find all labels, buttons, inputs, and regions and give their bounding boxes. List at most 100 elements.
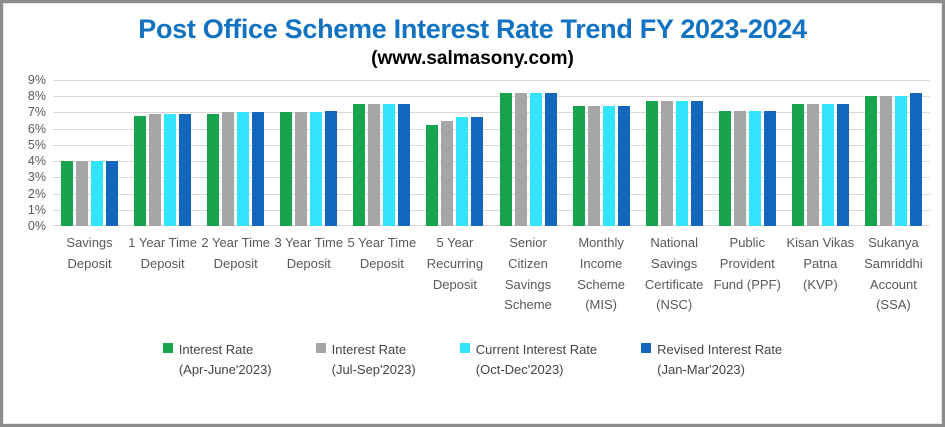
bar [164, 114, 177, 226]
bar [252, 112, 265, 226]
y-tick-label: 9% [27, 73, 46, 87]
bar-groups [53, 80, 930, 226]
x-category-label: Senior Citizen Savings Scheme [504, 235, 552, 313]
bar-group [126, 80, 199, 226]
y-tick-label: 5% [27, 137, 46, 152]
x-axis: Savings Deposit 1 Year Time Deposit 2 Year… [53, 233, 930, 316]
bar [91, 161, 104, 226]
bar [748, 110, 761, 226]
bar [134, 115, 147, 226]
bar [894, 96, 907, 226]
x-category-label: Monthly Income Scheme (MIS) [577, 235, 625, 313]
y-tick-label: 6% [27, 121, 46, 136]
bar [529, 92, 542, 226]
bar [426, 125, 439, 226]
bar [471, 117, 484, 226]
gridline [53, 128, 930, 130]
bar-chart: 0% 1% 2% 3% 4% 5% 6% 7% 8% 9% Savings Deposit 1 Ye… [19, 73, 930, 316]
bar [660, 101, 673, 226]
legend-item: Interest Rate (Apr-June'2023) [162, 340, 272, 380]
bar [718, 110, 731, 226]
legend-item: Revised Interest Rate (Jan-Mar'2023) [641, 340, 782, 380]
bar [690, 101, 703, 226]
legend-item: Current Interest Rate (Oct-Dec'2023) [459, 340, 598, 380]
bar-group [784, 80, 857, 226]
y-tick-label: 2% [27, 186, 46, 201]
bar [295, 112, 308, 226]
x-category-label: 5 Year Time Deposit [347, 235, 417, 271]
legend: Interest Rate (Apr-June'2023) Interest Rat… [3, 340, 942, 380]
x-category-label: National Savings Certificate (NSC) [644, 235, 704, 313]
bar [441, 120, 454, 226]
bar [280, 112, 293, 226]
x-category-label: Kisan Vikas Patna (KVP) [786, 235, 855, 292]
bar [149, 114, 162, 226]
bar [368, 104, 381, 226]
bar [106, 161, 119, 226]
legend-label: Revised Interest Rate (Jan-Mar'2023) [657, 342, 783, 378]
y-tick-label: 8% [27, 89, 46, 104]
bar [836, 104, 849, 226]
bar [602, 105, 615, 226]
legend-swatch-icon [641, 343, 652, 354]
bar [237, 112, 250, 226]
bar [456, 117, 469, 226]
bar [544, 92, 557, 226]
legend-swatch-icon [315, 343, 326, 354]
bar [499, 92, 512, 226]
x-category-label: 5 Year Recurring Deposit [426, 235, 484, 292]
bar-group [199, 80, 272, 226]
y-tick-label: 7% [27, 105, 46, 120]
gridline [53, 177, 930, 179]
bar [791, 104, 804, 226]
gridline [53, 112, 930, 114]
bar [617, 105, 630, 226]
bar [353, 104, 366, 226]
bar [763, 110, 776, 226]
bar [572, 105, 585, 226]
gridline [53, 80, 930, 81]
bar-group [638, 80, 711, 226]
bar [675, 101, 688, 226]
legend-swatch-icon [162, 343, 173, 354]
bar [733, 110, 746, 226]
bar [909, 92, 922, 226]
bar [398, 104, 411, 226]
bar [645, 101, 658, 226]
bar [864, 96, 877, 226]
bar-group [345, 80, 418, 226]
gridline [53, 144, 930, 146]
x-category-label: 3 Year Time Deposit [274, 235, 344, 271]
bar-group [272, 80, 345, 226]
bar [76, 161, 89, 226]
chart-subtitle: (www.salmasony.com) [371, 48, 574, 69]
legend-label: Current Interest Rate (Oct-Dec'2023) [475, 342, 598, 378]
x-category-label: Sukanya Samriddhi Account (SSA) [864, 235, 923, 313]
legend-item: Interest Rate (Jul-Sep'2023) [315, 340, 416, 380]
gridline [53, 209, 930, 211]
plot-area [53, 80, 930, 226]
bar [514, 92, 527, 226]
bar [879, 96, 892, 226]
y-tick-label: 4% [27, 154, 46, 169]
bar [587, 105, 600, 226]
bar [207, 114, 220, 226]
gridline [53, 96, 930, 98]
y-axis: 0% 1% 2% 3% 4% 5% 6% 7% 8% 9% [19, 73, 53, 233]
bar-group [53, 80, 126, 226]
bar [821, 104, 834, 226]
gridline [53, 225, 930, 226]
bar [310, 112, 323, 226]
bar-group [565, 80, 638, 226]
x-category-label: 2 Year Time Deposit [201, 235, 271, 271]
bar [179, 114, 192, 226]
gridline [53, 193, 930, 195]
bar-group [711, 80, 784, 226]
bar-group [857, 80, 930, 226]
legend-label: Interest Rate (Apr-June'2023) [178, 342, 272, 378]
y-tick-label: 1% [27, 202, 46, 217]
bar [61, 161, 74, 226]
bar [325, 110, 338, 226]
bar [383, 104, 396, 226]
